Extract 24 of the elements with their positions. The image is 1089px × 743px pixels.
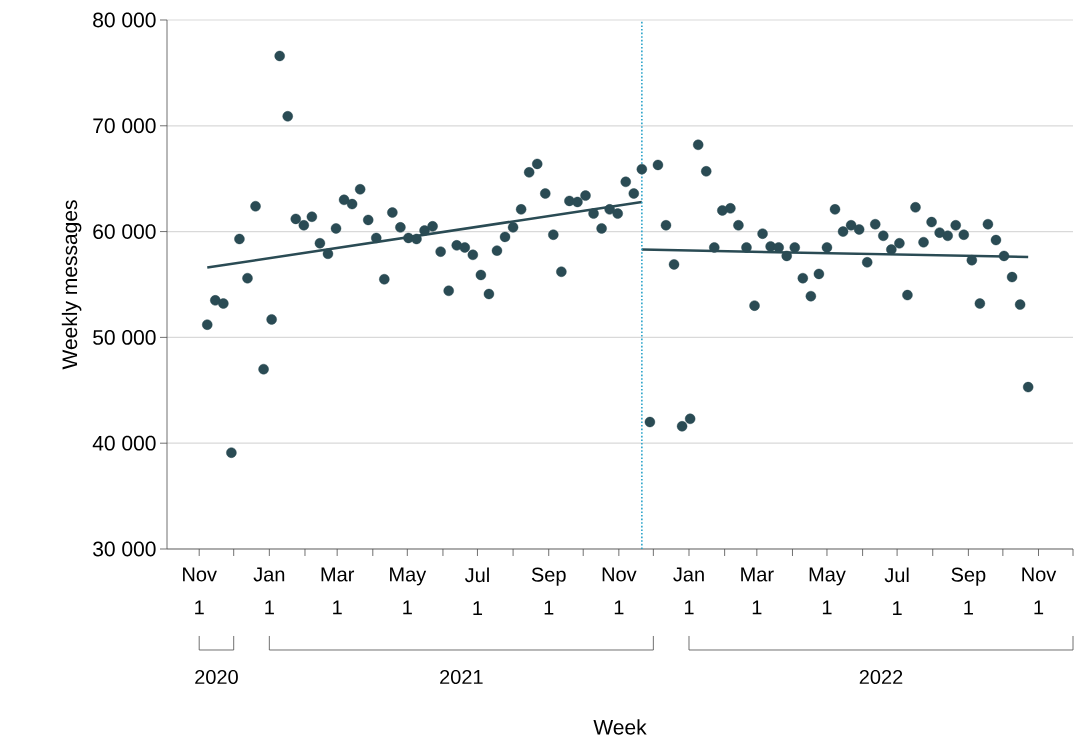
x-axis-title: Week [593,719,647,735]
x-tick-label: Mar 1 [741,567,774,615]
x-tick-label: May 1 [809,567,846,615]
y-tick-label: 80 000 [93,12,156,28]
x-tick-label: Nov 1 [1022,567,1057,615]
text: 2021 [440,669,483,685]
text: 2020 [195,669,238,685]
x-tick-label: Sep 1 [951,567,986,615]
x-tick-label: Jan 1 [253,567,285,615]
x-tick-label: Nov 1 [183,567,217,615]
x-tick-label: Sep 1 [531,567,566,615]
y-tick-label: 60 000 [93,224,156,240]
x-tick-label: May 1 [390,567,427,615]
y-axis-title: Weekly messages [61,200,82,370]
x-tick-label: Jul 1 [464,567,489,616]
text: 2022 [859,669,903,685]
x-tick-label: Jan 1 [673,567,704,615]
y-tick-label: 40 000 [92,435,156,451]
x-tick-label: Jul 1 [884,567,909,616]
y-tick-label: 30 000 [93,541,156,557]
x-tick-label: Mar 1 [321,567,355,615]
y-tick-label: 50 000 [93,329,156,345]
y-tick-label: 70 000 [93,118,156,134]
x-tick-label: Nov 1 [602,567,637,615]
